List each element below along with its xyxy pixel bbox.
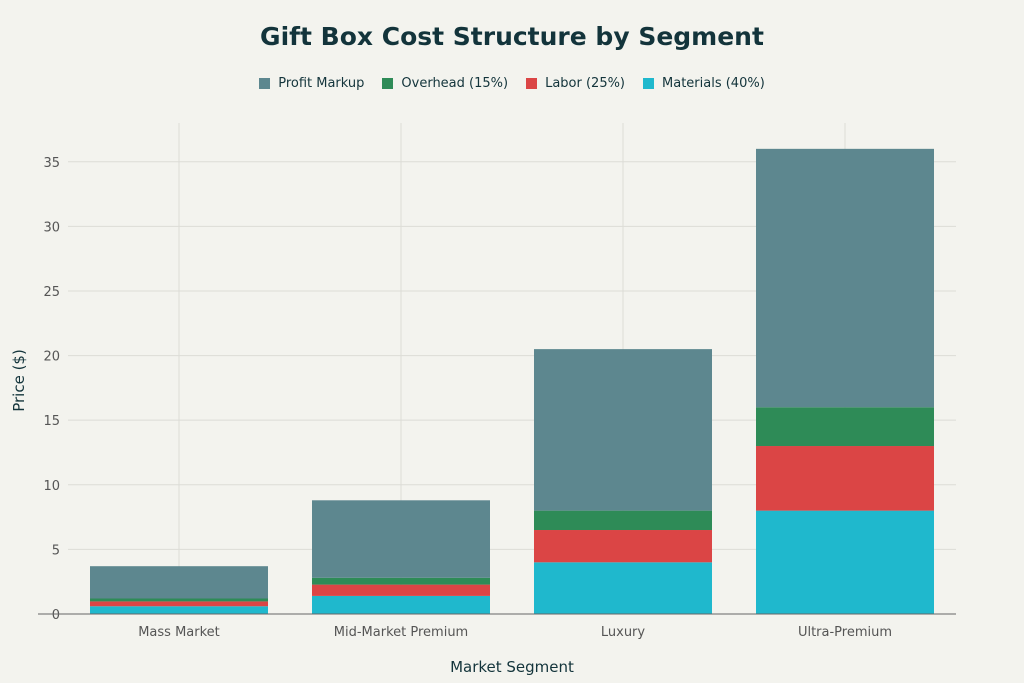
legend: Profit Markup Overhead (15%) Labor (25%) Ma… [0,76,1024,91]
legend-item[interactable]: Labor (25%) [526,76,625,91]
y-tick-label: 20 [43,350,60,365]
bar-segment-labor [534,530,712,563]
chart-title: Gift Box Cost Structure by Segment [260,22,764,51]
bar-segment-materials [90,606,268,614]
bar-segment-overhead [90,598,268,602]
legend-item[interactable]: Materials (40%) [643,76,765,91]
bar-segment-labor [756,446,934,511]
legend-label: Profit Markup [278,76,365,91]
y-tick-label: 30 [43,220,60,235]
bar-segment-materials [312,595,490,614]
bar-segment-profit-markup [312,500,490,578]
y-tick-label: 0 [52,608,60,623]
bar-segment-labor [90,601,268,607]
x-axis-title: Market Segment [450,658,574,676]
legend-label: Labor (25%) [545,76,626,91]
bar-segment-profit-markup [534,349,712,511]
x-tick-label: Mid-Market Premium [334,625,468,640]
y-tick-label: 35 [43,156,60,171]
y-tick-label: 25 [43,285,60,300]
bar-segment-overhead [756,407,934,447]
bar-segment-overhead [312,577,490,585]
legend-label: Overhead (15%) [401,76,509,91]
x-tick-label: Ultra-Premium [798,625,892,640]
bar-segment-materials [534,562,712,614]
y-tick-label: 15 [43,414,60,429]
legend-swatch [259,78,271,89]
bar-segment-profit-markup [90,566,268,599]
y-tick-label: 10 [43,479,60,494]
legend-swatch [382,78,394,89]
bar-segment-materials [756,510,934,614]
y-tick-label: 5 [52,543,60,558]
legend-label: Materials (40%) [662,76,765,91]
legend-item[interactable]: Profit Markup [259,76,364,91]
bar-segment-overhead [534,510,712,531]
bar-segment-profit-markup [756,148,934,408]
legend-swatch [643,78,655,89]
legend-swatch [526,78,538,89]
y-axis-title: Price ($) [10,349,28,412]
legend-item[interactable]: Overhead (15%) [382,76,508,91]
x-tick-label: Luxury [601,625,646,640]
x-tick-label: Mass Market [138,625,220,640]
bar-segment-labor [312,584,490,596]
